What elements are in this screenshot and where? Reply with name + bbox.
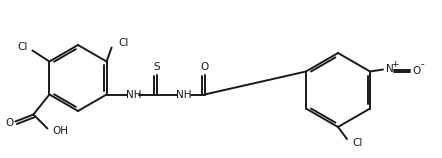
Text: OH: OH xyxy=(53,125,69,136)
Text: NH: NH xyxy=(176,89,191,100)
Text: O: O xyxy=(201,63,209,73)
Text: O: O xyxy=(412,66,420,76)
Text: Cl: Cl xyxy=(353,138,363,148)
Text: O: O xyxy=(5,118,14,128)
Text: NH: NH xyxy=(126,89,141,100)
Text: +: + xyxy=(391,60,399,69)
Text: N: N xyxy=(386,64,394,75)
Text: -: - xyxy=(420,60,424,70)
Text: S: S xyxy=(153,63,160,73)
Text: Cl: Cl xyxy=(17,42,27,52)
Text: Cl: Cl xyxy=(118,37,129,48)
